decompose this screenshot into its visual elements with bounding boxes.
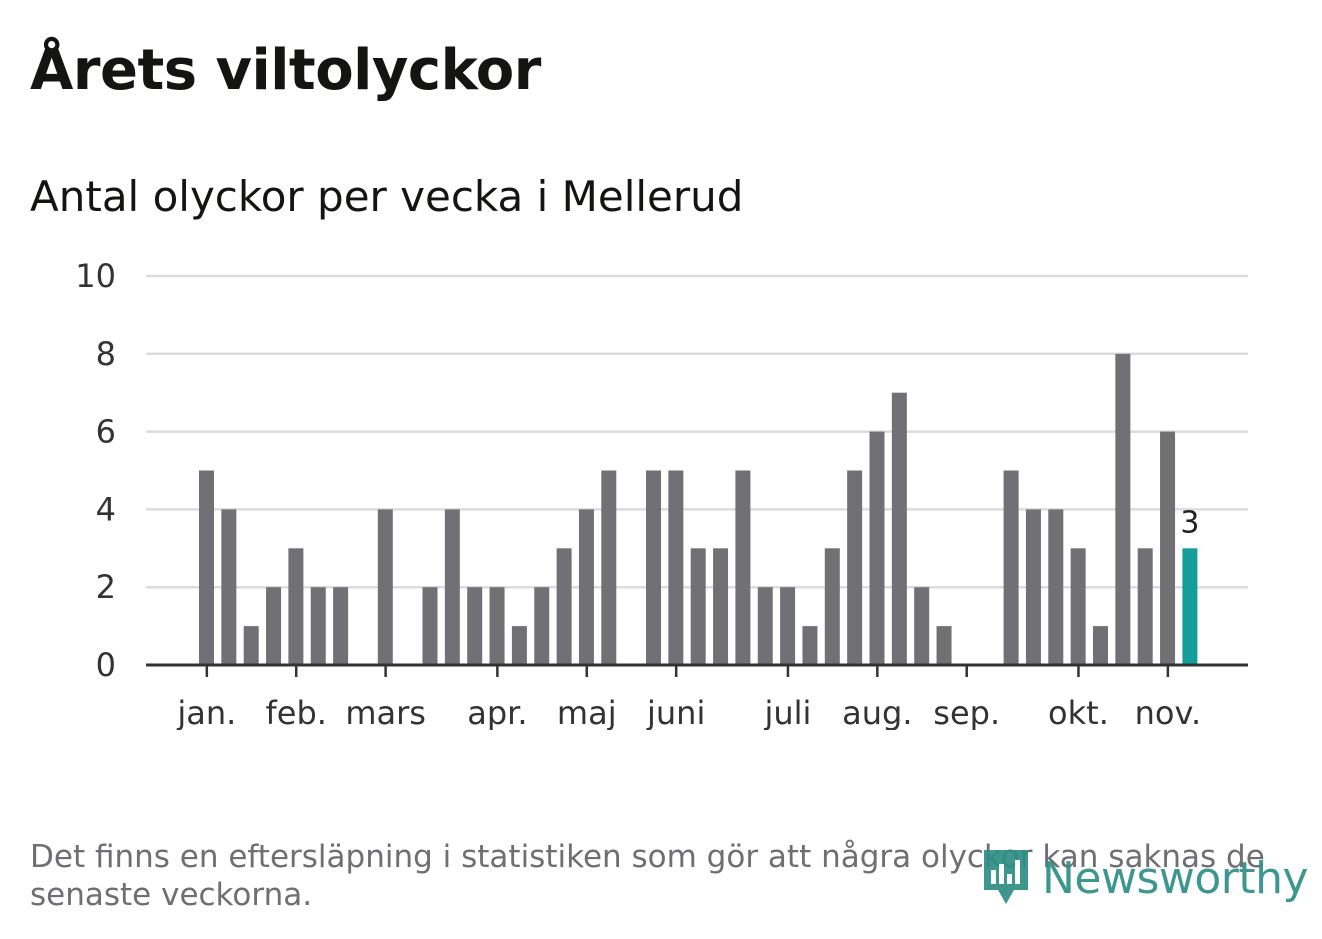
bar: [1137, 548, 1153, 665]
x-tick-label: sep.: [933, 694, 1000, 730]
bar: [1025, 509, 1041, 665]
bar: [444, 509, 460, 665]
bar: [266, 587, 282, 665]
bar: [243, 626, 259, 665]
bar: [422, 587, 438, 665]
bar: [1070, 548, 1086, 665]
bar: [668, 470, 684, 665]
bar: [489, 587, 505, 665]
bar: [847, 470, 863, 665]
x-tick-label: apr.: [467, 694, 527, 730]
bar: [310, 587, 326, 665]
bar: [891, 392, 907, 665]
x-tick-label: feb.: [266, 694, 327, 730]
x-tick-label: nov.: [1135, 694, 1201, 730]
y-tick-label: 8: [96, 335, 116, 373]
newsworthy-chart-bubble-icon: [984, 850, 1028, 904]
bar: [556, 548, 572, 665]
x-tick-label: maj: [557, 694, 617, 730]
x-tick-label: aug.: [842, 694, 912, 730]
x-axis-ticks: jan. feb. mars apr. maj juni juli aug. sep. okt. n…: [176, 665, 1201, 730]
y-tick-label: 2: [96, 568, 116, 606]
footnote: Det finns en eftersläpning i statistiken…: [30, 839, 1265, 913]
bar: [646, 470, 661, 665]
bar: [1160, 431, 1176, 665]
bar-highlight: [1182, 548, 1198, 665]
bar: [735, 470, 751, 665]
y-tick-label: 4: [96, 490, 116, 528]
bar: [780, 587, 796, 665]
bar-chart: 0 2 4 6 8 10 jan. feb. mars apr. maj juni juli aug. s…: [75, 257, 1248, 730]
y-tick-label: 10: [75, 257, 116, 295]
bar: [288, 548, 304, 665]
bar: [1093, 626, 1108, 665]
bar: [802, 626, 818, 665]
bar: [824, 548, 840, 665]
x-tick-label: okt.: [1048, 694, 1109, 730]
y-axis-ticks: 0 2 4 6 8 10: [75, 257, 116, 684]
bar: [467, 587, 483, 665]
bar: [1048, 509, 1064, 665]
x-tick-label: juni: [646, 694, 705, 730]
x-tick-label: juli: [763, 694, 811, 730]
bar: [869, 431, 885, 665]
chart-subtitle: Antal olyckor per vecka i Mellerud: [30, 172, 744, 221]
data-labels: 3: [1180, 505, 1199, 540]
bar: [578, 509, 594, 665]
bar: [221, 509, 237, 665]
highlight-value-label: 3: [1180, 505, 1199, 540]
bar: [713, 548, 729, 665]
y-tick-label: 0: [96, 646, 116, 684]
bars: [199, 353, 1198, 665]
logo-text: Newsworthy: [1042, 852, 1309, 904]
chart-title: Årets viltolyckor: [30, 38, 541, 103]
bar: [511, 626, 527, 665]
x-tick-label: mars: [345, 694, 426, 730]
bar: [199, 470, 214, 665]
bar: [1003, 470, 1019, 665]
bar: [534, 587, 550, 665]
bar: [377, 509, 393, 665]
bar: [690, 548, 706, 665]
newsworthy-logo: Newsworthy: [980, 846, 1309, 910]
bar: [757, 587, 773, 665]
bar: [333, 587, 349, 665]
bar: [1115, 353, 1131, 665]
bar: [936, 626, 952, 665]
grid-lines: [146, 274, 1248, 589]
bar: [601, 470, 617, 665]
x-tick-label: jan.: [176, 694, 236, 730]
y-tick-label: 6: [96, 413, 116, 451]
bar: [914, 587, 930, 665]
